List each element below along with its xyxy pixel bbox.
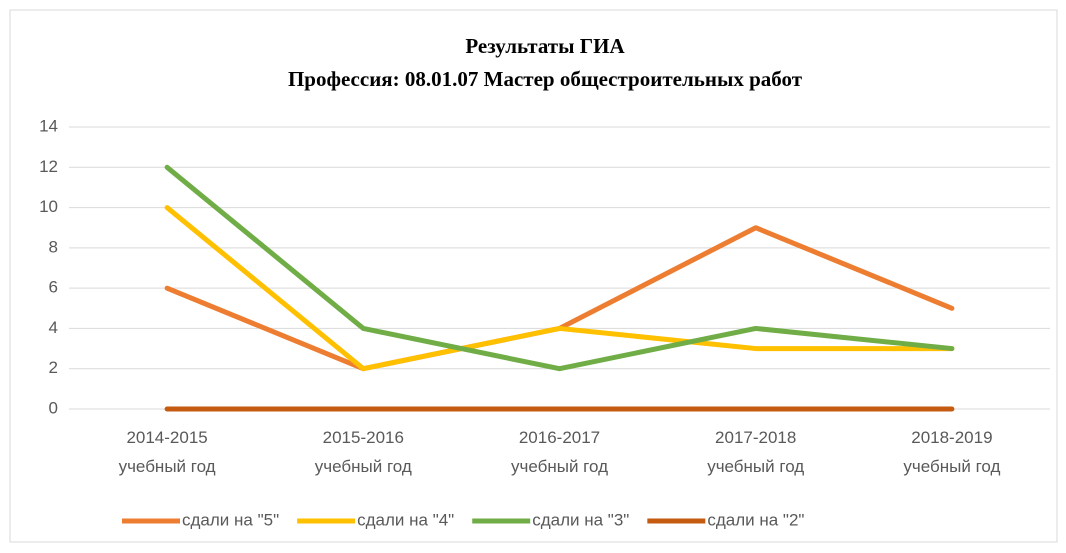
chart-frame bbox=[9, 9, 1058, 543]
x-tick-label: 2015-2016 учебный год bbox=[315, 428, 412, 476]
legend-label: сдали на "5" bbox=[182, 510, 279, 529]
y-tick-label: 2 bbox=[49, 358, 58, 377]
legend-label: сдали на "2" bbox=[707, 510, 804, 529]
series-line bbox=[164, 205, 955, 372]
x-tick-label: 2014-2015 учебный год bbox=[119, 428, 216, 476]
x-tick-label: 2017-2018 учебный год bbox=[707, 428, 804, 476]
y-tick-label: 6 bbox=[49, 278, 58, 297]
chart-subtitle: Профессия: 08.01.07 Мастер общестроитель… bbox=[288, 67, 803, 91]
x-tick-label: 2016-2017 учебный год bbox=[511, 428, 608, 476]
y-tick-label: 14 bbox=[39, 116, 58, 135]
y-tick-label: 8 bbox=[49, 237, 58, 256]
legend-label: сдали на "4" bbox=[357, 510, 454, 529]
y-tick-label: 12 bbox=[39, 157, 58, 176]
legend-label: сдали на "3" bbox=[532, 510, 629, 529]
y-tick-label: 0 bbox=[49, 398, 58, 417]
x-tick-label: 2018-2019 учебный год bbox=[903, 428, 1000, 476]
y-tick-label: 10 bbox=[39, 197, 58, 216]
y-tick-label: 4 bbox=[49, 318, 58, 337]
chart-title: Результаты ГИА bbox=[465, 34, 625, 58]
series-line bbox=[164, 164, 955, 372]
